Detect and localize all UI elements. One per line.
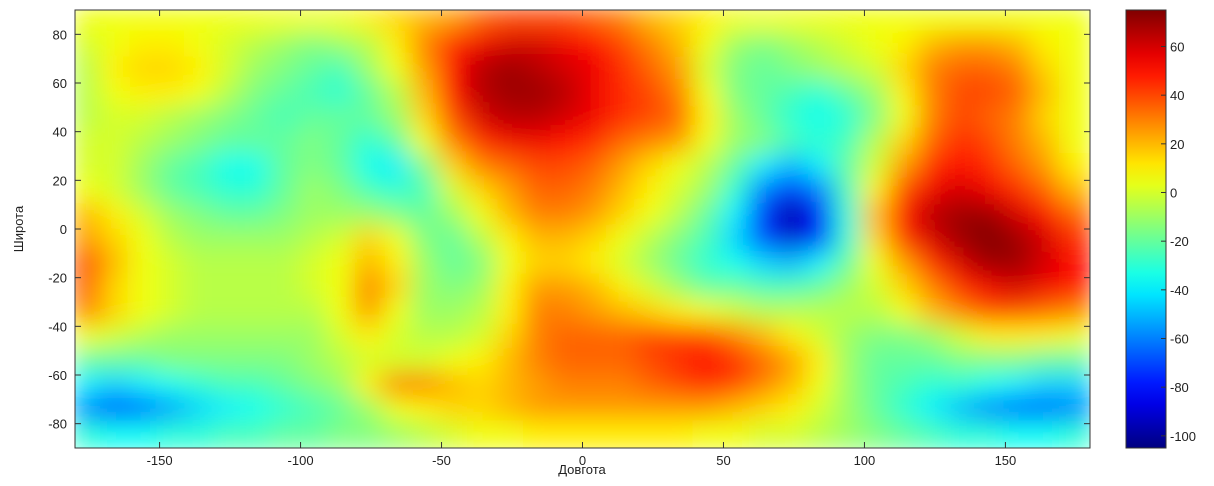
- colorbar: 60 40 20 0 -20 -40 -60 -80 -100: [1125, 9, 1196, 449]
- x-tick-label: -150: [147, 453, 173, 468]
- x-tick-label: 150: [995, 453, 1017, 468]
- colorbar-tick-label: -80: [1170, 380, 1189, 395]
- y-tick-label: -20: [48, 271, 67, 286]
- colorbar-gradient: [1126, 10, 1166, 448]
- y-tick-label: -80: [48, 417, 67, 432]
- y-tick-label: 20: [53, 173, 67, 188]
- y-tick-label: -40: [48, 319, 67, 334]
- colorbar-frame: [1125, 9, 1167, 449]
- x-axis: -150 -100 -50 0 50 100 150: [147, 10, 1017, 468]
- y-tick-label: -60: [48, 368, 67, 383]
- x-tick-label: 50: [716, 453, 730, 468]
- y-axis: 80 60 40 20 0 -20 -40 -60 -80: [48, 27, 1090, 432]
- y-tick-label: 0: [60, 222, 67, 237]
- colorbar-tick-label: 60: [1170, 40, 1184, 55]
- y-tick-label: 40: [53, 125, 67, 140]
- heatmap-cells: [75, 10, 1090, 448]
- colorbar-tick-label: -100: [1170, 429, 1196, 444]
- colorbar-tick-label: -20: [1170, 234, 1189, 249]
- colorbar-tick-label: -60: [1170, 332, 1189, 347]
- y-tick-label: 60: [53, 76, 67, 91]
- colorbar-tick-label: -40: [1170, 283, 1189, 298]
- x-tick-label: -50: [432, 453, 451, 468]
- heatmap-cell: [1058, 420, 1090, 448]
- x-tick-label: 100: [854, 453, 876, 468]
- y-tick-label: 80: [53, 27, 67, 42]
- x-tick-label: -100: [288, 453, 314, 468]
- colorbar-ticks: 60 40 20 0 -20 -40 -60 -80 -100: [1161, 40, 1196, 444]
- colorbar-tick-label: 40: [1170, 88, 1184, 103]
- x-tick-label: 0: [579, 453, 586, 468]
- colorbar-tick-label: 0: [1170, 186, 1177, 201]
- y-axis-title: Широта: [11, 205, 26, 252]
- x-axis-title: Довгота: [558, 462, 606, 477]
- colorbar-tick-label: 20: [1170, 137, 1184, 152]
